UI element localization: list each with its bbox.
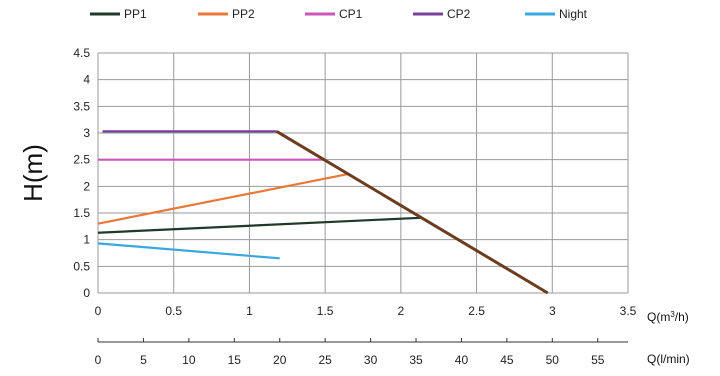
series-line-pp2 <box>97 172 349 225</box>
secondary-x-tick-label: 35 <box>409 353 423 367</box>
y-tick-label: 4.5 <box>73 46 90 60</box>
x-tick-label: 0 <box>95 304 102 318</box>
y-axis: 0 0.5 1 1.5 2 2.5 3 3.5 4 4.5 <box>73 46 90 300</box>
secondary-x-tick-label: 15 <box>228 353 242 367</box>
secondary-x-tick-label: 45 <box>500 353 514 367</box>
x-tick-label: 3 <box>549 304 556 318</box>
y-tick-label: 2.5 <box>73 153 90 167</box>
legend-label-cp2: CP2 <box>447 7 471 21</box>
y-tick-label: 3 <box>83 126 90 140</box>
series-line-pp1 <box>97 216 421 234</box>
secondary-x-axis-label: Q(l/min) <box>647 352 690 366</box>
secondary-x-tick-label: 50 <box>546 353 560 367</box>
legend-label-pp1: PP1 <box>124 7 147 21</box>
x-axis: 0 0.5 1 1.5 2 2.5 3 3.5 <box>95 304 637 318</box>
y-axis-label: H(m) <box>18 144 48 202</box>
series-line-night <box>97 242 280 260</box>
x-axis-label: Q(m3/h) <box>647 310 689 325</box>
y-tick-label: 0 <box>83 286 90 300</box>
secondary-x-tick-label: 55 <box>591 353 605 367</box>
secondary-x-axis: 0 5 10 15 20 25 30 35 40 45 50 55 <box>95 338 628 367</box>
y-tick-label: 2 <box>83 179 90 193</box>
legend-label-pp2: PP2 <box>232 7 255 21</box>
x-tick-label: 0.5 <box>165 304 182 318</box>
secondary-x-tick-label: 25 <box>318 353 332 367</box>
y-tick-label: 4 <box>83 73 90 87</box>
x-tick-label: 2 <box>398 304 405 318</box>
x-tick-label: 3.5 <box>620 304 637 318</box>
secondary-x-tick-label: 30 <box>364 353 378 367</box>
y-tick-label: 1 <box>83 233 90 247</box>
max-curve-line <box>275 130 549 295</box>
x-tick-label: 2.5 <box>468 304 485 318</box>
x-tick-label: 1 <box>246 304 253 318</box>
legend-label-cp1: CP1 <box>339 7 363 21</box>
secondary-x-tick-label: 5 <box>140 353 147 367</box>
secondary-x-tick-label: 40 <box>455 353 469 367</box>
y-tick-label: 0.5 <box>73 259 90 273</box>
legend-label-night: Night <box>559 7 588 21</box>
secondary-x-tick-label: 0 <box>95 353 102 367</box>
grid <box>97 52 629 294</box>
y-tick-label: 3.5 <box>73 99 90 113</box>
legend: PP1 PP2 CP1 CP2 Night <box>90 7 588 21</box>
y-tick-label: 1.5 <box>73 206 90 220</box>
secondary-x-tick-label: 20 <box>273 353 287 367</box>
series-group <box>97 130 549 295</box>
secondary-x-tick-label: 10 <box>182 353 196 367</box>
x-tick-label: 1.5 <box>317 304 334 318</box>
